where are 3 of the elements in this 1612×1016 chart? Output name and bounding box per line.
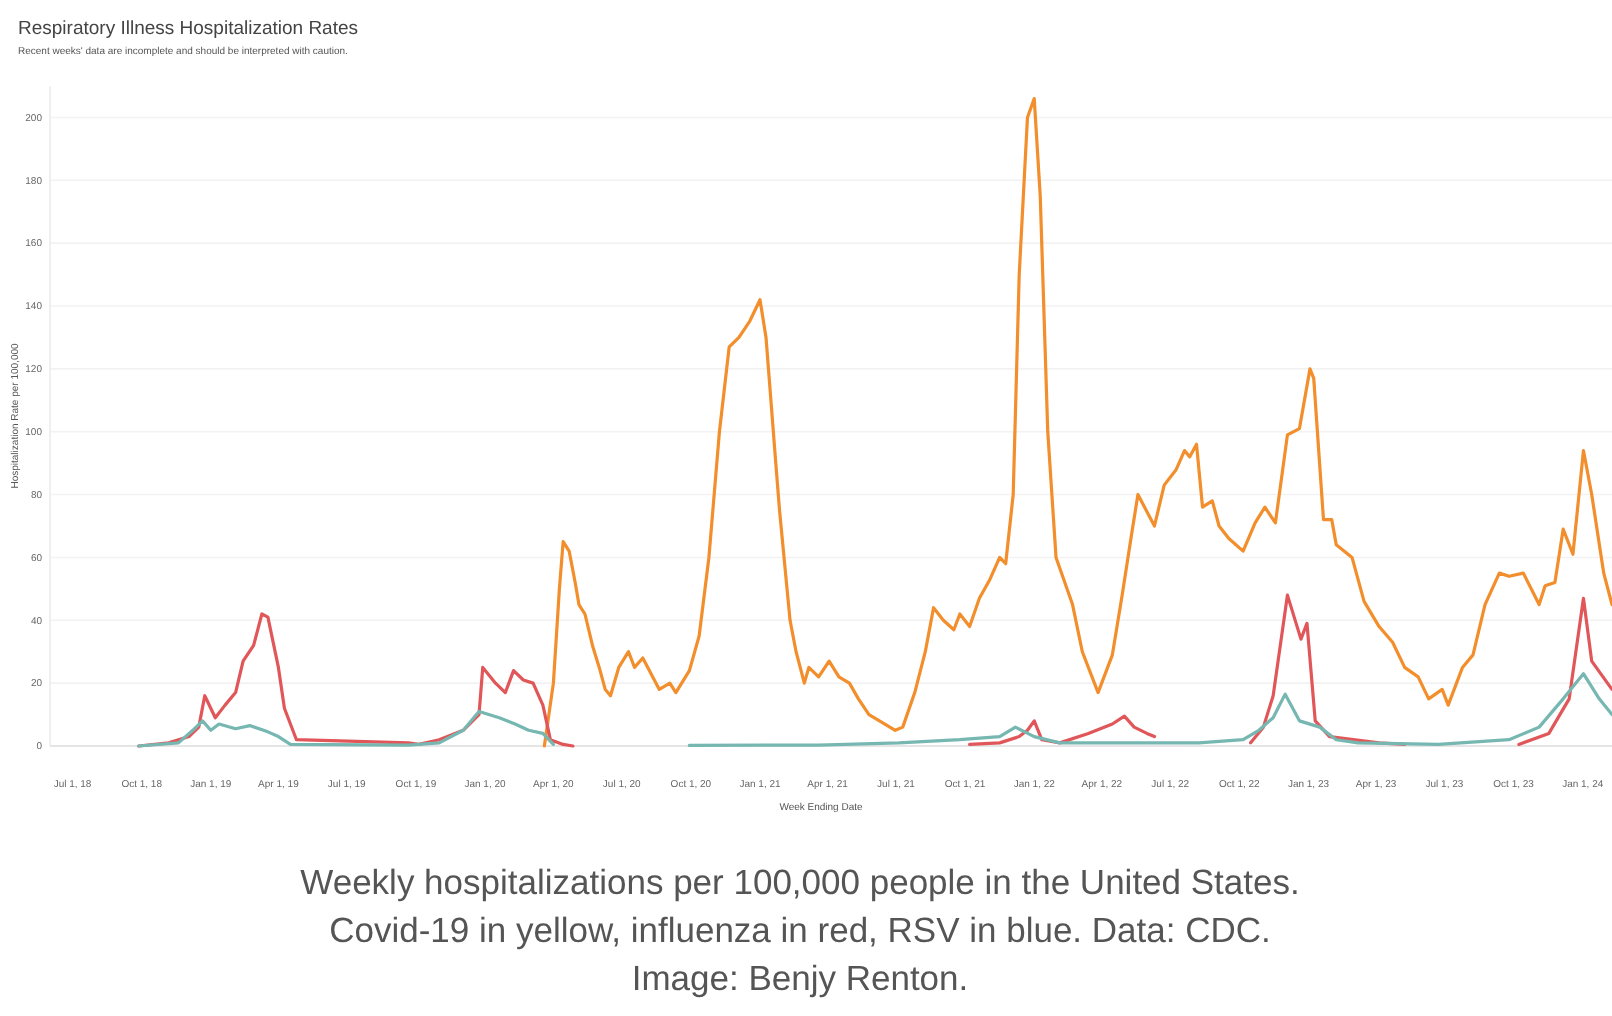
text: Weekly hospitalizations per 100,000 people in the United States. Covid-19 in yellow, influenza in red, RSV in blue. Data: CDC. Image: Benjy Renton. (300, 862, 1300, 998)
chart-title: Respiratory Illness Hospitalization Rates (18, 18, 359, 40)
line-series (542, 96, 1612, 748)
